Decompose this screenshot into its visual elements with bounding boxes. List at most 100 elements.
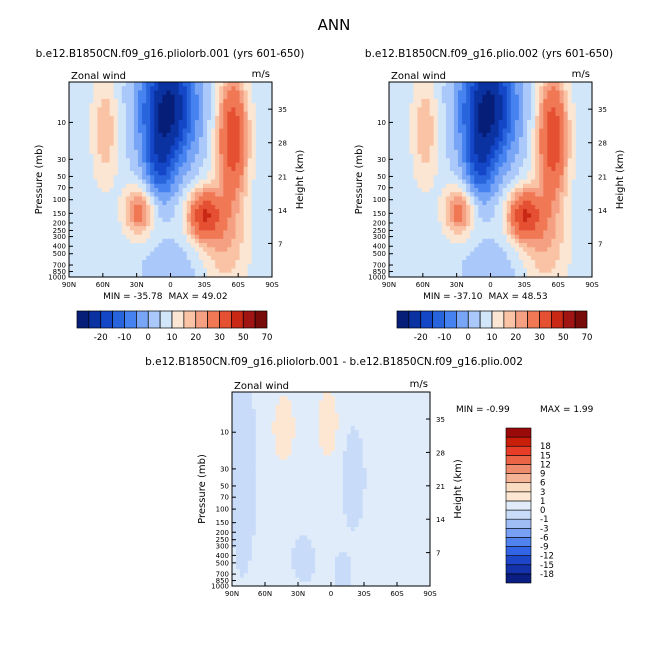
heatmap-cell bbox=[150, 146, 155, 151]
heatmap-cell bbox=[568, 150, 573, 155]
heatmap-cell bbox=[122, 163, 127, 168]
heatmap-cell bbox=[252, 235, 257, 240]
heatmap-cell bbox=[203, 230, 208, 235]
heatmap-cell bbox=[409, 188, 414, 193]
heatmap-cell bbox=[458, 260, 463, 265]
heatmap-cell bbox=[458, 141, 463, 146]
heatmap-cell bbox=[389, 213, 394, 218]
heatmap-cell bbox=[110, 90, 115, 95]
heatmap-cell bbox=[235, 112, 240, 117]
heatmap-cell bbox=[438, 180, 443, 185]
heatmap-cell bbox=[543, 196, 548, 201]
heatmap-cell bbox=[580, 133, 585, 138]
heatmap-cell bbox=[482, 218, 487, 223]
heatmap-cell bbox=[207, 103, 212, 108]
heatmap-cell bbox=[584, 171, 589, 176]
heatmap-cell bbox=[130, 239, 135, 244]
heatmap-cell bbox=[134, 137, 139, 142]
heatmap-cell bbox=[478, 103, 483, 108]
heatmap-cell bbox=[77, 269, 82, 274]
heatmap-cell bbox=[507, 158, 512, 163]
heatmap-cell bbox=[535, 116, 540, 121]
heatmap-cell bbox=[122, 252, 127, 257]
heatmap-cell bbox=[482, 95, 487, 100]
heatmap-cell bbox=[417, 192, 422, 197]
heatmap-cell bbox=[335, 392, 340, 397]
heatmap-cell bbox=[122, 209, 127, 214]
heatmap-cell bbox=[499, 133, 504, 138]
heatmap-cell bbox=[235, 180, 240, 185]
heatmap-cell bbox=[252, 205, 257, 210]
heatmap-cell bbox=[560, 222, 565, 227]
heatmap-cell bbox=[223, 264, 228, 269]
heatmap-cell bbox=[523, 184, 528, 189]
heatmap-cell bbox=[211, 180, 216, 185]
heatmap-cell bbox=[491, 269, 496, 274]
heatmap-cell bbox=[126, 103, 131, 108]
heatmap-cell bbox=[130, 146, 135, 151]
heatmap-cell bbox=[523, 175, 528, 180]
heatmap-cell bbox=[547, 158, 552, 163]
heatmap-cell bbox=[248, 230, 253, 235]
heatmap-cell bbox=[458, 196, 463, 201]
heatmap-cell bbox=[572, 188, 577, 193]
heatmap-cell bbox=[466, 209, 471, 214]
heatmap-cell bbox=[215, 230, 220, 235]
heatmap-cell bbox=[576, 171, 581, 176]
heatmap-cell bbox=[434, 120, 439, 125]
heatmap-cell bbox=[413, 95, 418, 100]
heatmap-cell bbox=[154, 154, 159, 159]
heatmap-cell bbox=[401, 213, 406, 218]
heatmap-cell bbox=[142, 95, 147, 100]
heatmap-cell bbox=[260, 226, 265, 231]
heatmap-cell bbox=[454, 247, 459, 252]
heatmap-cell bbox=[179, 264, 184, 269]
heatmap-cell bbox=[73, 192, 78, 197]
heatmap-cell bbox=[393, 141, 398, 146]
heatmap-cell bbox=[421, 133, 426, 138]
heatmap-cell bbox=[458, 154, 463, 159]
heatmap-cell bbox=[311, 400, 316, 405]
heatmap-cell bbox=[227, 180, 232, 185]
heatmap-cell bbox=[462, 112, 467, 117]
heatmap-cell bbox=[401, 264, 406, 269]
heatmap-cell bbox=[405, 103, 410, 108]
heatmap-cell bbox=[231, 239, 236, 244]
heatmap-cell bbox=[175, 226, 180, 231]
heatmap-cell bbox=[539, 150, 544, 155]
heatmap-cell bbox=[535, 90, 540, 95]
heatmap-cell bbox=[244, 175, 249, 180]
heatmap-cell bbox=[307, 396, 312, 401]
heatmap-cell bbox=[158, 141, 163, 146]
heatmap-cell bbox=[555, 209, 560, 214]
heatmap-cell bbox=[572, 150, 577, 155]
heatmap-cell bbox=[446, 82, 451, 87]
heatmap-cell bbox=[211, 226, 216, 231]
heatmap-cell bbox=[175, 150, 180, 155]
heatmap-cell bbox=[572, 112, 577, 117]
y-tick-label: 30 bbox=[377, 156, 386, 164]
heatmap-cell bbox=[531, 247, 536, 252]
heatmap-cell bbox=[223, 247, 228, 252]
heatmap-cell bbox=[130, 235, 135, 240]
heatmap-cell bbox=[421, 137, 426, 142]
heatmap-cell bbox=[507, 188, 512, 193]
heatmap-cell bbox=[491, 99, 496, 104]
heatmap-cell bbox=[511, 120, 516, 125]
heatmap-cell bbox=[227, 209, 232, 214]
heatmap-cell bbox=[547, 230, 552, 235]
heatmap-cell bbox=[81, 90, 86, 95]
heatmap-cell bbox=[73, 264, 78, 269]
heatmap-cell bbox=[421, 86, 426, 91]
heatmap-cell bbox=[146, 222, 151, 227]
heatmap-cell bbox=[231, 235, 236, 240]
heatmap-cell bbox=[110, 141, 115, 146]
heatmap-cell bbox=[491, 167, 496, 172]
heatmap-cell bbox=[421, 146, 426, 151]
heatmap-cell bbox=[519, 201, 524, 206]
heatmap-cell bbox=[413, 222, 418, 227]
heatmap-cell bbox=[215, 90, 220, 95]
heatmap-cell bbox=[434, 256, 439, 261]
heatmap-cell bbox=[564, 201, 569, 206]
